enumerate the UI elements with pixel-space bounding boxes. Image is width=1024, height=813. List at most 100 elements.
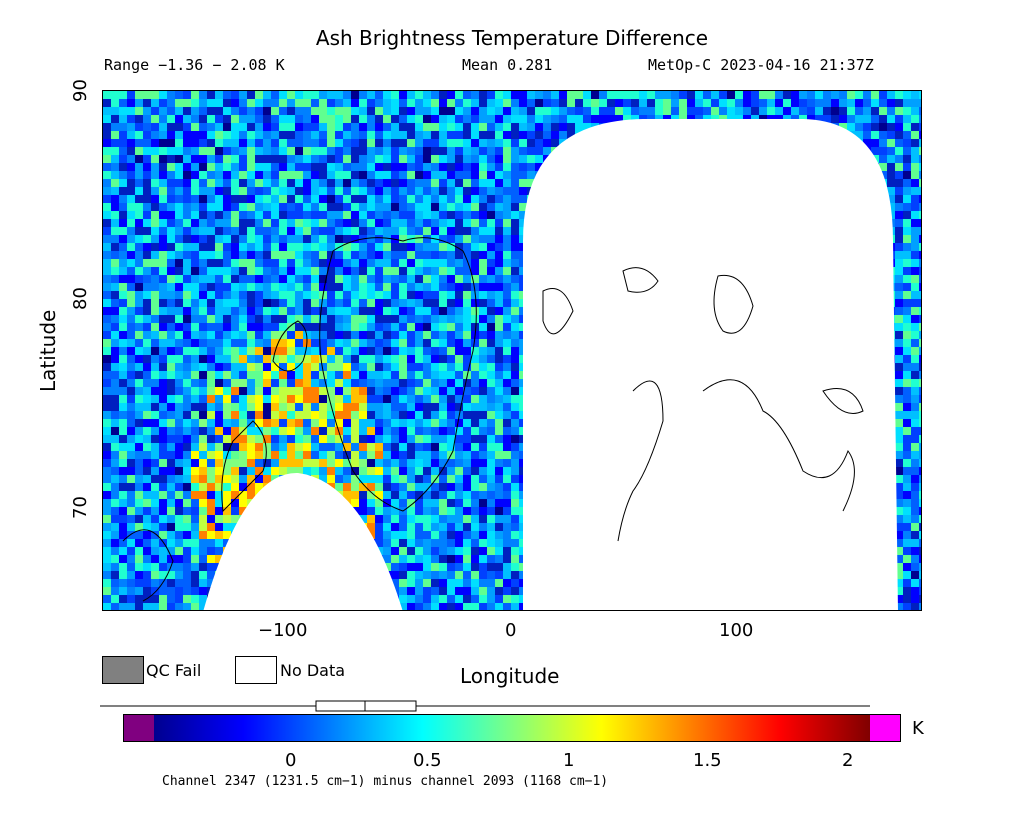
map-cell xyxy=(351,259,359,267)
map-cell xyxy=(455,139,463,147)
map-cell xyxy=(463,443,471,451)
map-cell xyxy=(367,251,375,259)
map-cell xyxy=(351,115,359,123)
map-cell xyxy=(119,371,127,379)
map-cell xyxy=(407,355,415,363)
map-cell xyxy=(295,195,303,203)
map-cell xyxy=(415,211,423,219)
map-cell xyxy=(367,171,375,179)
map-cell xyxy=(375,107,383,115)
map-cell xyxy=(143,363,151,371)
map-cell xyxy=(335,115,343,123)
map-cell xyxy=(279,179,287,187)
map-cell xyxy=(391,107,399,115)
map-cell xyxy=(127,299,135,307)
map-cell xyxy=(103,395,111,403)
map-cell xyxy=(375,299,383,307)
map-cell xyxy=(335,171,343,179)
map-cell xyxy=(215,203,223,211)
map-cell xyxy=(455,243,463,251)
map-cell xyxy=(447,259,455,267)
map-cell xyxy=(903,259,911,267)
map-cell xyxy=(903,267,911,275)
map-cell xyxy=(343,355,351,363)
map-cell xyxy=(455,323,463,331)
map-cell xyxy=(167,363,175,371)
map-cell xyxy=(895,235,903,243)
map-cell xyxy=(303,291,311,299)
map-cell xyxy=(439,203,447,211)
map-cell xyxy=(351,99,359,107)
map-cell xyxy=(567,131,575,139)
map-cell xyxy=(391,467,399,475)
map-cell xyxy=(175,211,183,219)
map-cell xyxy=(167,139,175,147)
map-cell xyxy=(279,163,287,171)
map-cell xyxy=(303,283,311,291)
map-cell xyxy=(199,459,207,467)
map-cell xyxy=(407,411,415,419)
map-cell xyxy=(519,235,527,243)
map-cell xyxy=(311,267,319,275)
map-cell xyxy=(239,131,247,139)
map-cell xyxy=(423,195,431,203)
map-cell xyxy=(239,363,247,371)
map-cell xyxy=(823,107,831,115)
map-cell xyxy=(199,251,207,259)
map-cell xyxy=(903,467,911,475)
map-cell xyxy=(199,211,207,219)
map-cell xyxy=(271,251,279,259)
map-cell xyxy=(175,203,183,211)
map-cell xyxy=(319,371,327,379)
map-cell xyxy=(535,107,543,115)
map-cell xyxy=(183,203,191,211)
map-cell xyxy=(351,227,359,235)
map-cell xyxy=(871,139,879,147)
map-cell xyxy=(103,443,111,451)
map-cell xyxy=(159,419,167,427)
map-cell xyxy=(255,131,263,139)
map-cell xyxy=(247,347,255,355)
map-cell xyxy=(359,115,367,123)
map-cell xyxy=(439,467,447,475)
map-cell xyxy=(527,179,535,187)
map-cell xyxy=(255,163,263,171)
map-cell xyxy=(247,283,255,291)
map-cell xyxy=(487,227,495,235)
map-cell xyxy=(239,323,247,331)
map-cell xyxy=(271,115,279,123)
map-cell xyxy=(311,363,319,371)
map-cell xyxy=(343,427,351,435)
map-cell xyxy=(567,107,575,115)
map-cell xyxy=(159,251,167,259)
map-cell xyxy=(223,179,231,187)
map-cell xyxy=(111,403,119,411)
map-cell xyxy=(839,115,847,123)
map-cell xyxy=(447,203,455,211)
map-cell xyxy=(415,235,423,243)
map-cell xyxy=(303,387,311,395)
map-cell xyxy=(415,147,423,155)
map-cell xyxy=(399,171,407,179)
map-cell xyxy=(503,99,511,107)
map-cell xyxy=(127,123,135,131)
map-cell xyxy=(479,355,487,363)
map-cell xyxy=(415,427,423,435)
map-cell xyxy=(303,219,311,227)
map-cell xyxy=(183,267,191,275)
map-cell xyxy=(223,355,231,363)
map-cell xyxy=(303,235,311,243)
map-cell xyxy=(279,403,287,411)
map-cell xyxy=(319,427,327,435)
map-cell xyxy=(463,267,471,275)
map-cell xyxy=(431,371,439,379)
map-cell xyxy=(439,291,447,299)
map-cell xyxy=(399,203,407,211)
map-cell xyxy=(151,419,159,427)
map-cell xyxy=(303,203,311,211)
map-cell xyxy=(895,195,903,203)
map-cell xyxy=(415,339,423,347)
map-cell xyxy=(231,275,239,283)
map-cell xyxy=(191,131,199,139)
map-cell xyxy=(159,163,167,171)
